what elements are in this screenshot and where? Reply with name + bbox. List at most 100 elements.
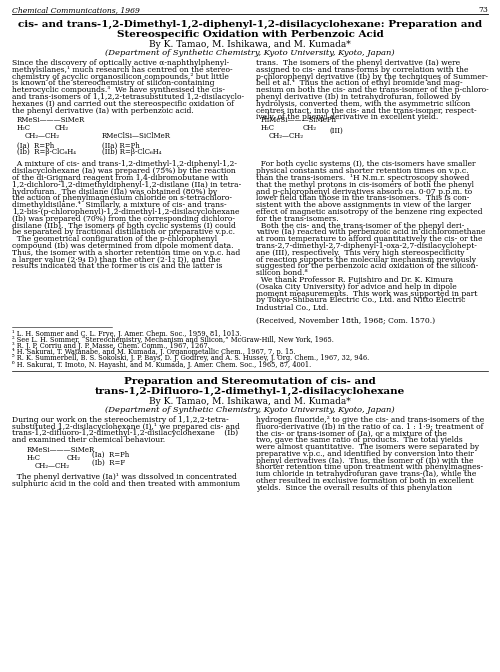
Text: centres intact, into the cis- and the trans-isomer, respect-: centres intact, into the cis- and the tr… (256, 107, 476, 115)
Text: phenyl derivatives (Ia).  Thus, the isomer of (Ib) with the: phenyl derivatives (Ia). Thus, the isome… (256, 456, 474, 464)
Text: ium chloride in tetrahydrofuran gave trans-(Ia), while the: ium chloride in tetrahydrofuran gave tra… (256, 470, 476, 478)
Text: cis- and trans-1,2-Dimethyl-1,2-diphenyl-1,2-disilacyclohexane: Preparation and: cis- and trans-1,2-Dimethyl-1,2-diphenyl… (18, 20, 482, 29)
Text: results indicated that the former is cis and the latter is: results indicated that the former is cis… (12, 262, 222, 270)
Text: ⁴ H. Sakurai, T. Watanabe, and M. Kumada, J. Organometallic Chem., 1967, 7, p. 1: ⁴ H. Sakurai, T. Watanabe, and M. Kumada… (12, 348, 296, 356)
Text: (IIa) R=Ph: (IIa) R=Ph (102, 141, 140, 149)
Text: We thank Professor R. Fujishiro and Dr. K. Kimura: We thank Professor R. Fujishiro and Dr. … (256, 276, 453, 284)
Text: the phenyl derivative (Ia) with perbenzoic acid.: the phenyl derivative (Ia) with perbenzo… (12, 107, 194, 115)
Text: By K. Tamao, M. Ishikawa, and M. Kumada*: By K. Tamao, M. Ishikawa, and M. Kumada* (149, 40, 351, 49)
Text: sistent with the above assignments in view of the larger: sistent with the above assignments in vi… (256, 201, 471, 209)
Text: that the methyl protons in cis-isomers of both the phenyl: that the methyl protons in cis-isomers o… (256, 181, 474, 189)
Text: a larger value (2·9₄ D) than the other (2·1₂ D), and the: a larger value (2·9₄ D) than the other (… (12, 255, 220, 263)
Text: effect of magnetic anisotropy of the benzene ring expected: effect of magnetic anisotropy of the ben… (256, 208, 482, 216)
Text: and trans-isomers of 1,1,2,2-tetrasubstituted 1,2-disilacyclo-: and trans-isomers of 1,1,2,2-tetrasubsti… (12, 93, 244, 101)
Text: (Osaka City University) for advice and help in dipole: (Osaka City University) for advice and h… (256, 283, 457, 291)
Text: preparative v.p.c., and identified by conversion into their: preparative v.p.c., and identified by co… (256, 450, 474, 458)
Text: 73: 73 (478, 6, 488, 14)
Text: 1,2-bis-(p-chlorophenyl)-1,2-dimethyl-1,2-disilacyclohexane: 1,2-bis-(p-chlorophenyl)-1,2-dimethyl-1,… (12, 208, 239, 216)
Text: yields.  Since the overall results of this phenylation: yields. Since the overall results of thi… (256, 484, 452, 492)
Text: shorter retention time upon treatment with phenylmagnes-: shorter retention time upon treatment wi… (256, 464, 483, 471)
Text: hydrofuran.  The disilane (IIa) was obtained (80%) by: hydrofuran. The disilane (IIa) was obtai… (12, 187, 217, 196)
Text: The geometrical configuration of the p-chlorophenyl: The geometrical configuration of the p-c… (12, 235, 217, 243)
Text: ² See L. H. Sommer, “Stereochemistry, Mechanism and Silicon,” McGraw-Hill, New Y: ² See L. H. Sommer, “Stereochemistry, Me… (12, 336, 334, 344)
Text: were almost quantitative.  The isomers were separated by: were almost quantitative. The isomers we… (256, 443, 479, 451)
Text: Preparation and Stereomutation of cis- and: Preparation and Stereomutation of cis- a… (124, 377, 376, 386)
Text: physical constants and shorter retention times on v.p.c.: physical constants and shorter retention… (256, 167, 468, 175)
Text: (Department of Synthetic Chemistry, Kyoto University, Kyoto, Japan): (Department of Synthetic Chemistry, Kyot… (105, 49, 395, 57)
Text: of the di-Grignard reagent from 1,4-dibromobutane with: of the di-Grignard reagent from 1,4-dibr… (12, 174, 228, 182)
Text: of reaction supports the molecular mechanism previously: of reaction supports the molecular mecha… (256, 255, 476, 263)
Text: assigned to cis- and trans-forms by correlation with the: assigned to cis- and trans-forms by corr… (256, 66, 468, 74)
Text: By K. Tamao, M. Ishikawa, and M. Kumada*: By K. Tamao, M. Ishikawa, and M. Kumada* (149, 396, 351, 406)
Text: be separated by fractional distillation or preparative v.p.c.: be separated by fractional distillation … (12, 228, 235, 237)
Text: other resulted in exclusive formation of both in excellent: other resulted in exclusive formation of… (256, 477, 474, 485)
Text: (III): (III) (329, 126, 343, 134)
Text: heterocyclic compounds.³  We have synthesised the cis-: heterocyclic compounds.³ We have synthes… (12, 86, 225, 94)
Text: nesium on both the cis- and the trans-isomer of the p-chloro-: nesium on both the cis- and the trans-is… (256, 86, 489, 94)
Text: ¹ L. H. Sommer and C. L. Frye, J. Amer. Chem. Soc., 1959, 81, 1013.: ¹ L. H. Sommer and C. L. Frye, J. Amer. … (12, 329, 241, 337)
Text: hydrolysis, converted them, with the asymmetric silicon: hydrolysis, converted them, with the asy… (256, 100, 470, 108)
Text: fluoro-derivative (Ib) in the ratio of ca. 1 : 1·9; treatment of: fluoro-derivative (Ib) in the ratio of c… (256, 423, 484, 431)
Text: ively, of the phenyl derivative in excellent yield.: ively, of the phenyl derivative in excel… (256, 114, 438, 122)
Text: Stereospecific Oxidation with Perbenzoic Acid: Stereospecific Oxidation with Perbenzoic… (116, 30, 384, 39)
Text: CH₂: CH₂ (67, 454, 81, 462)
Text: ³ R. J. P. Corriu and J. P. Masse, Chem. Comm., 1967, 1267.: ³ R. J. P. Corriu and J. P. Masse, Chem.… (12, 342, 210, 350)
Text: hexanes (I) and carried out the stereospecific oxidation of: hexanes (I) and carried out the stereosp… (12, 100, 234, 108)
Text: CH₂—CH₂: CH₂—CH₂ (269, 132, 304, 140)
Text: RMeClSi—SiClMeR: RMeClSi—SiClMeR (102, 132, 171, 140)
Text: H₂C: H₂C (261, 124, 275, 132)
Text: and p-chlorophenyl derivatives absorb ca. 0·07 p.p.m. to: and p-chlorophenyl derivatives absorb ca… (256, 187, 472, 196)
Text: 1,2-dichloro-1,2-dimethyldiphenyl-1,2-disilane (IIa) in tetra-: 1,2-dichloro-1,2-dimethyldiphenyl-1,2-di… (12, 181, 241, 189)
Text: (Received, November 18th, 1968; Com. 1570.): (Received, November 18th, 1968; Com. 157… (256, 317, 435, 325)
Text: two, gave the same ratio of products.  The total yields: two, gave the same ratio of products. Th… (256, 436, 463, 444)
Text: the action of phenylmagnesium chloride on s-tetrachloro-: the action of phenylmagnesium chloride o… (12, 194, 232, 202)
Text: trans-2,7-dimethyl-2,7-diphenyl-1-oxa-2,7-disilacyclohept-: trans-2,7-dimethyl-2,7-diphenyl-1-oxa-2,… (256, 242, 478, 250)
Text: sulphuric acid in the cold and then treated with ammonium: sulphuric acid in the cold and then trea… (12, 480, 240, 488)
Text: Chemical Communications, 1969: Chemical Communications, 1969 (12, 6, 140, 14)
Text: Industrial Co., Ltd.: Industrial Co., Ltd. (256, 303, 328, 311)
Text: For both cyclic systems (I), the cis-isomers have smaller: For both cyclic systems (I), the cis-iso… (256, 161, 476, 169)
Text: the cis- or trans-isomer of (Ia), or a mixture of the: the cis- or trans-isomer of (Ia), or a m… (256, 429, 447, 437)
Text: than the trans-isomers.  ¹H N.m.r. spectroscopy showed: than the trans-isomers. ¹H N.m.r. spectr… (256, 174, 470, 182)
Text: lower field than those in the trans-isomers.  This is con-: lower field than those in the trans-isom… (256, 194, 470, 202)
Text: CH₂: CH₂ (55, 124, 69, 132)
Text: trans.  The isomers of the phenyl derivative (Ia) were: trans. The isomers of the phenyl derivat… (256, 59, 460, 67)
Text: H₂C: H₂C (17, 124, 31, 132)
Text: dimethyldisilane.⁴  Similarly, a mixture of cis- and trans-: dimethyldisilane.⁴ Similarly, a mixture … (12, 201, 226, 209)
Text: hydrogen fluoride,² to give the cis- and trans-isomers of the: hydrogen fluoride,² to give the cis- and… (256, 416, 484, 424)
Text: CH₂—CH₂: CH₂—CH₂ (25, 132, 60, 140)
Text: for the trans-isomers.: for the trans-isomers. (256, 215, 338, 223)
Text: is known of the stereochemistry of silicon-containing: is known of the stereochemistry of silic… (12, 79, 214, 87)
Text: methylsilanes,¹ much research has centred on the stereo-: methylsilanes,¹ much research has centre… (12, 66, 232, 74)
Text: trans-1,2-difluoro-1,2-dimethyl-1,2-disilacyclohexane    (Ib): trans-1,2-difluoro-1,2-dimethyl-1,2-disi… (12, 429, 238, 437)
Text: phenyl derivative (Ib) in tetrahydrofuran, followed by: phenyl derivative (Ib) in tetrahydrofura… (256, 93, 460, 101)
Text: moment measurements.  This work was supported in part: moment measurements. This work was suppo… (256, 290, 478, 298)
Text: bell et al.⁴  Thus the action of ethyl bromide and mag-: bell et al.⁴ Thus the action of ethyl br… (256, 79, 462, 87)
Text: ane (III), respectively.  This very high stereospecificity: ane (III), respectively. This very high … (256, 249, 464, 257)
Text: During our work on the stereochemistry of 1,1,2,2-tetra-: During our work on the stereochemistry o… (12, 416, 229, 424)
Text: (Ia)  R=Ph: (Ia) R=Ph (92, 451, 129, 459)
Text: silicon bond.⁸: silicon bond.⁸ (256, 269, 308, 278)
Text: (Ib)  R=F: (Ib) R=F (92, 459, 125, 467)
Text: RMeSi———SiMeR: RMeSi———SiMeR (17, 116, 85, 124)
Text: (Ib)  R=β-ClC₆H₄: (Ib) R=β-ClC₆H₄ (17, 149, 76, 157)
Text: RMeSi———SiMeR: RMeSi———SiMeR (27, 446, 95, 454)
Text: and examined their chemical behaviour.: and examined their chemical behaviour. (12, 436, 165, 444)
Text: A mixture of cis- and trans-1,2-dimethyl-1,2-diphenyl-1,2-: A mixture of cis- and trans-1,2-dimethyl… (12, 161, 237, 169)
Text: (Department of Synthetic Chemistry, Kyoto University, Kyoto, Japan): (Department of Synthetic Chemistry, Kyot… (105, 406, 395, 414)
Text: suggested for the perbenzoic acid oxidation of the silicon-: suggested for the perbenzoic acid oxidat… (256, 262, 478, 270)
Text: disilane (IIb).  The isomers of both cyclic systems (I) could: disilane (IIb). The isomers of both cycl… (12, 222, 236, 230)
Text: H₂C: H₂C (27, 454, 41, 462)
Text: compound (Ib) was determined from dipole moment data.: compound (Ib) was determined from dipole… (12, 242, 234, 250)
Text: vative (Ia) reacted with perbenzoic acid in dichloromethane: vative (Ia) reacted with perbenzoic acid… (256, 228, 486, 237)
Text: p-chlorophenyl derivative (Ib) by the techniques of Summer-: p-chlorophenyl derivative (Ib) by the te… (256, 73, 488, 81)
Text: at room temperature to afford quantitatively the cis- or the: at room temperature to afford quantitati… (256, 235, 482, 243)
Text: PhMeSi———SiMePh: PhMeSi———SiMePh (261, 116, 337, 124)
Text: Since the discovery of optically active α-naphthylphenyl-: Since the discovery of optically active … (12, 59, 229, 67)
Text: chemistry of acyclic organosilicon compounds,² but little: chemistry of acyclic organosilicon compo… (12, 73, 229, 81)
Text: CH₂: CH₂ (303, 124, 317, 132)
Text: CH₂—CH₂: CH₂—CH₂ (35, 462, 70, 470)
Text: Thus, the isomer with a shorter retention time on v.p.c. had: Thus, the isomer with a shorter retentio… (12, 249, 240, 257)
Text: Both the cis- and the trans-isomer of the phenyl deri-: Both the cis- and the trans-isomer of th… (256, 222, 464, 230)
Text: The phenyl derivative (Ia)¹ was dissolved in concentrated: The phenyl derivative (Ia)¹ was dissolve… (12, 473, 237, 481)
